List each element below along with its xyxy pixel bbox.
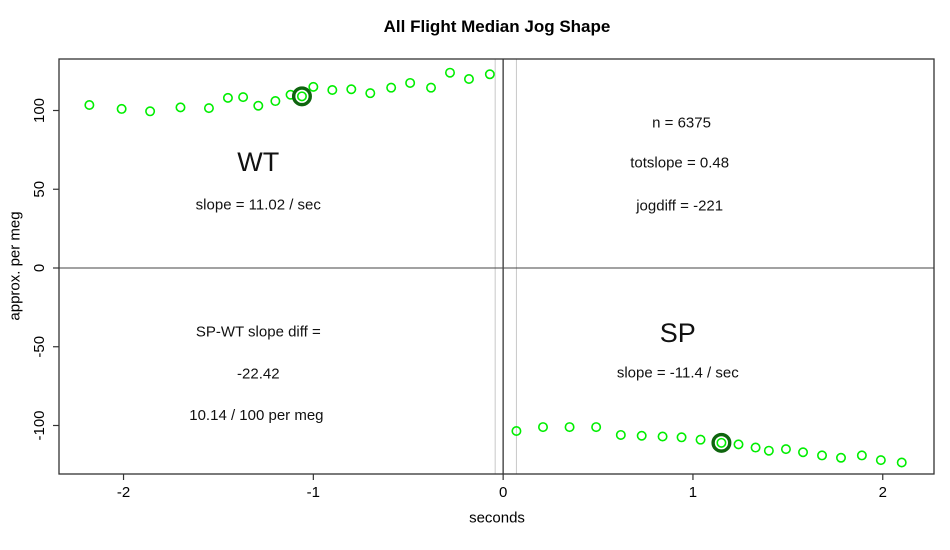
sp-point — [875, 455, 886, 466]
wt-point — [145, 106, 156, 117]
y-tick-label: -100 — [31, 410, 48, 440]
wt-point — [484, 69, 495, 80]
wt-point — [365, 88, 376, 99]
wt-point — [405, 77, 416, 88]
wt-point — [296, 91, 307, 102]
sp-point — [511, 426, 522, 437]
wt-point — [327, 85, 338, 96]
sp-point — [695, 434, 706, 445]
wt-point — [270, 96, 281, 107]
x-tick-label: 1 — [689, 484, 697, 501]
y-tick-label: 50 — [31, 181, 48, 198]
wt-point — [116, 103, 127, 114]
annotation-spwt-diff-rate: 10.14 / 100 per meg — [189, 407, 323, 424]
annotation-totslope: totslope = 0.48 — [630, 154, 729, 171]
sp-point — [780, 444, 791, 455]
sp-point — [716, 437, 727, 448]
sp-point — [676, 432, 687, 443]
sp-point — [817, 450, 828, 461]
wt-point — [426, 82, 437, 93]
x-tick-label: -1 — [307, 484, 320, 501]
wt-point — [346, 84, 357, 95]
sp-point — [750, 442, 761, 453]
wt-point — [463, 74, 474, 85]
plot-border — [58, 58, 935, 475]
wt-point — [308, 81, 319, 92]
sp-point — [763, 445, 774, 456]
y-tick-label: 100 — [31, 98, 48, 123]
annotation-spwt-diff-label: SP-WT slope diff = — [196, 323, 321, 340]
wt-highlight-ring — [291, 86, 312, 107]
sp-point — [538, 422, 549, 433]
wt-point — [253, 100, 264, 111]
wt-point — [238, 92, 249, 103]
sp-point — [564, 422, 575, 433]
sp-point — [798, 447, 809, 458]
annotation-sp-slope: slope = -11.4 / sec — [617, 365, 739, 382]
y-axis-label: approx. per meg — [6, 211, 24, 321]
wt-point — [444, 67, 455, 78]
sp-point — [657, 431, 668, 442]
annotation-wt-slope: slope = 11.02 / sec — [196, 196, 322, 213]
wt-point — [203, 103, 214, 114]
wt-point — [222, 92, 233, 103]
annotation-sp-label: SP — [660, 318, 696, 348]
annotation-spwt-diff-value: -22.42 — [237, 365, 280, 382]
sp-point — [835, 452, 846, 463]
wt-point — [84, 99, 95, 110]
wt-point — [175, 102, 186, 113]
x-tick-label: -2 — [117, 484, 130, 501]
annotation-jogdiff: jogdiff = -221 — [635, 197, 723, 214]
x-tick-label: 0 — [499, 484, 507, 501]
x-tick-label: 2 — [879, 484, 887, 501]
sp-point — [896, 457, 907, 468]
y-tick-label: -50 — [31, 336, 48, 358]
x-axis-label: seconds — [469, 509, 525, 527]
sp-point — [733, 439, 744, 450]
y-tick-label: 0 — [31, 264, 48, 272]
annotation-wt-label: WT — [237, 147, 279, 177]
sp-point — [856, 450, 867, 461]
sp-point — [591, 422, 602, 433]
sp-point — [615, 429, 626, 440]
chart-title: All Flight Median Jog Shape — [383, 17, 611, 36]
wt-point — [386, 82, 397, 93]
sp-point — [636, 430, 647, 441]
annotation-n-count: n = 6375 — [652, 114, 711, 131]
sp-highlight-ring — [711, 432, 732, 453]
